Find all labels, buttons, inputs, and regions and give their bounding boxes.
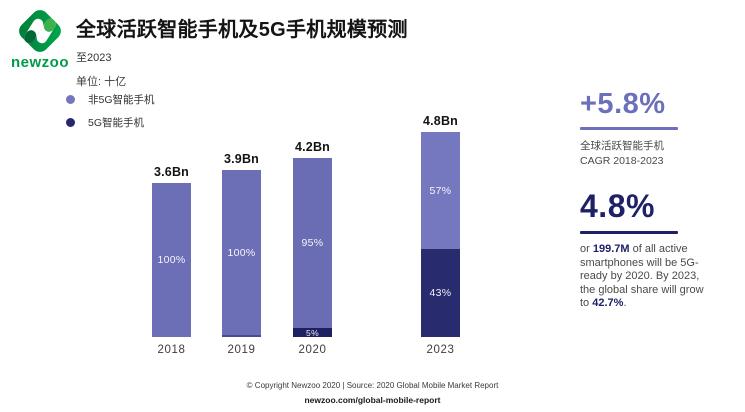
bar-total-label-2019: 3.9Bn: [223, 152, 260, 166]
newzoo-logo-icon: [19, 10, 61, 52]
chart-legend: 非5G智能手机 5G智能手机: [66, 92, 155, 138]
legend-dot-icon: [66, 118, 75, 127]
segment-pct-label: 57%: [429, 184, 452, 197]
stat-5g-share-text: or 199.7M of all active smartphones will…: [580, 243, 704, 310]
stat-cagr-value: +5.8%: [580, 88, 666, 120]
bar-2018-segment-non5g: 100%: [152, 183, 191, 337]
stat-cagr-caption: 全球活跃智能手机 CAGR 2018-2023: [580, 139, 720, 169]
report-link[interactable]: newzoo.com/global-mobile-report: [304, 395, 441, 405]
x-axis-label-2020: 2020: [298, 344, 327, 356]
stat-cagr: +5.8% 全球活跃智能手机 CAGR 2018-2023: [580, 88, 720, 169]
segment-pct-label: 100%: [227, 246, 256, 259]
bar-2023-segment-5g: 43%: [421, 249, 460, 337]
newzoo-wordmark: newzoo: [11, 54, 69, 71]
segment-pct-label: 100%: [157, 254, 186, 266]
segment-pct-label: 5%: [306, 327, 319, 338]
footer: © Copyright Newzoo 2020 | Source: 2020 G…: [0, 381, 745, 405]
legend-item-0: 非5G智能手机: [66, 92, 155, 107]
bar-total-label-2018: 3.6Bn: [153, 165, 190, 179]
legend-item-1: 5G智能手机: [66, 115, 155, 130]
subtitle: 至2023: [76, 52, 112, 64]
bar-2019-segment-non5g: 100%: [222, 170, 261, 335]
legend-item-label: 非5G智能手机: [88, 94, 155, 106]
legend-dot-icon: [66, 95, 75, 104]
page-title: 全球活跃智能手机及5G手机规模预测: [76, 19, 408, 41]
unit-label: 单位: 十亿: [76, 76, 127, 88]
header: 全球活跃智能手机及5G手机规模预测 至2023 单位: 十亿: [76, 13, 408, 89]
stat-5g-share-value: 4.8%: [580, 188, 655, 224]
bar-2019-segment-5g: [222, 335, 261, 337]
copyright-source-line: © Copyright Newzoo 2020 | Source: 2020 G…: [246, 381, 499, 390]
bar-2023-segment-non5g: 57%: [421, 132, 460, 249]
stat-cagr-caption-line2: CAGR 2018-2023: [580, 155, 664, 167]
bar-2020: 95% 5%: [293, 158, 332, 338]
x-axis-label-2019: 2019: [227, 344, 256, 356]
bar-2020-segment-5g: 5%: [293, 327, 332, 338]
bar-2020-segment-non5g: 95%: [293, 158, 332, 328]
bar-2019: 100%: [222, 170, 261, 337]
x-axis-label-2023: 2023: [426, 344, 455, 356]
bar-2018: 100%: [152, 183, 191, 337]
segment-pct-label: 43%: [429, 287, 452, 299]
newzoo-logo: newzoo: [8, 6, 72, 71]
bar-2023: 57% 43%: [421, 132, 460, 337]
stat-cagr-underline: [580, 127, 678, 130]
segment-pct-label: 95%: [301, 237, 324, 249]
bar-total-label-2023: 4.8Bn: [422, 114, 459, 128]
stat-5g-share-underline: [580, 231, 678, 234]
x-axis-label-2018: 2018: [157, 344, 186, 356]
stat-5g-share: 4.8% or 199.7M of all active smartphones…: [580, 188, 720, 311]
bar-total-label-2020: 4.2Bn: [294, 140, 331, 154]
stat-cagr-caption-line1: 全球活跃智能手机: [580, 140, 664, 152]
legend-item-label: 5G智能手机: [88, 117, 145, 129]
